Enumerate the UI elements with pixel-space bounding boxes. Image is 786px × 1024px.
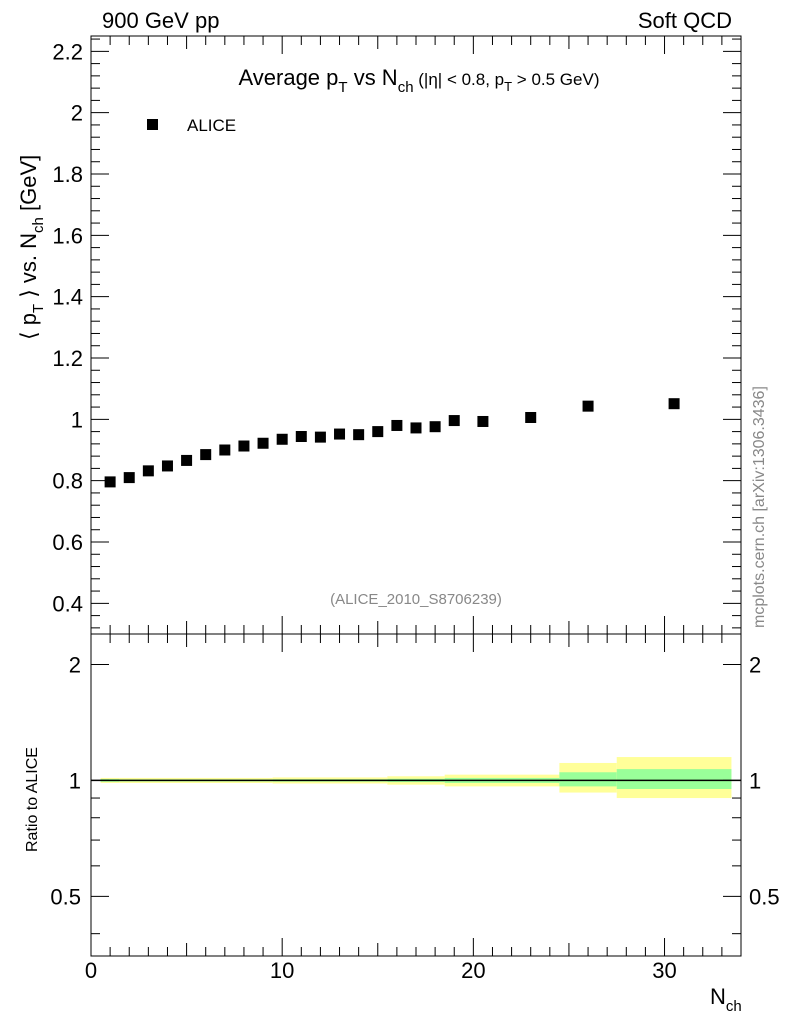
main-y-ticks	[91, 38, 741, 629]
legend-marker-alice	[147, 119, 158, 130]
ratio-x-ticks	[90, 634, 742, 956]
ratio-y-tick-label-left: 1	[69, 768, 81, 793]
main-y-tick-label: 1.8	[52, 162, 83, 187]
ratio-y-tick-label-right: 2	[749, 652, 761, 677]
ratio-x-tick-labels: 0 10 20 30	[85, 958, 677, 983]
data-point	[668, 398, 680, 410]
ratio-y-tick-label-right: 0.5	[749, 884, 780, 909]
main-y-tick-label: 1.2	[52, 346, 83, 371]
ratio-y-tick-labels: 0.5 0.5 1 1 2 2	[50, 652, 779, 909]
ratio-y-ticks	[91, 663, 741, 935]
main-y-axis-label: ⟨ pT ⟩ vs. Nch [GeV]	[16, 155, 47, 340]
data-series-alice	[104, 398, 680, 488]
data-point	[219, 444, 231, 456]
ratio-y-axis-label: Ratio to ALICE	[24, 747, 41, 852]
main-y-tick-label: 0.8	[52, 469, 83, 494]
main-y-tick-label: 2	[71, 101, 83, 126]
main-y-tick-label: 1.4	[52, 285, 83, 310]
side-label: mcplots.cern.ch [arXiv:1306.3436]	[751, 386, 768, 628]
main-y-tick-label: 0.6	[52, 530, 83, 555]
main-y-tick-label: 0.4	[52, 591, 83, 616]
data-point	[276, 433, 288, 445]
data-point	[200, 449, 212, 461]
ratio-x-tick-label: 0	[85, 958, 97, 983]
main-y-tick-labels: 0.4 0.6 0.8 1 1.2 1.4 1.6 1.8 2 2.2	[52, 39, 83, 616]
ratio-x-tick-label: 30	[652, 958, 676, 983]
data-point	[142, 465, 154, 477]
main-x-ticks	[90, 36, 742, 634]
data-point	[448, 415, 460, 427]
data-point	[353, 429, 365, 441]
ratio-x-tick-label: 20	[461, 958, 485, 983]
legend: ALICE	[147, 116, 236, 135]
ratio-y-tick-label-left: 0.5	[50, 884, 81, 909]
data-point	[181, 454, 193, 466]
main-y-tick-label: 2.2	[52, 39, 83, 64]
data-point	[257, 437, 269, 449]
data-point	[477, 415, 489, 427]
data-point	[429, 421, 441, 433]
data-point	[295, 431, 307, 443]
analysis-id: (ALICE_2010_S8706239)	[330, 591, 502, 608]
main-panel: 0.4 0.6 0.8 1 1.2 1.4 1.6 1.8 2 2.2 Average pT vs…	[16, 35, 742, 635]
ratio-bands	[100, 757, 732, 799]
data-point	[123, 472, 135, 484]
data-point	[238, 440, 250, 452]
header-right: Soft QCD	[638, 8, 732, 33]
ratio-y-tick-label-right: 1	[749, 768, 761, 793]
main-y-tick-label: 1.6	[52, 223, 83, 248]
ratio-y-tick-label-left: 2	[69, 652, 81, 677]
header-left: 900 GeV pp	[102, 8, 219, 33]
data-point	[410, 422, 422, 434]
data-point	[525, 411, 537, 423]
plot-title: Average pT vs Nch (|η| < 0.8, pT > 0.5 G…	[239, 65, 600, 96]
data-point	[314, 431, 326, 443]
data-point	[582, 400, 594, 412]
main-y-tick-label: 1	[71, 407, 83, 432]
data-point	[104, 476, 116, 488]
ratio-band-inner	[616, 769, 732, 789]
ratio-x-tick-label: 10	[270, 958, 294, 983]
data-point	[391, 419, 403, 431]
legend-label-alice: ALICE	[187, 116, 236, 135]
ratio-panel: 0.5 0.5 1 1 2 2 0 10 20 30 Ratio to ALICE Nch	[24, 633, 780, 1015]
x-axis-label: Nch	[710, 984, 742, 1015]
data-point	[161, 460, 173, 472]
ratio-band-inner	[559, 772, 617, 787]
data-point	[334, 428, 346, 440]
data-point	[372, 426, 384, 438]
